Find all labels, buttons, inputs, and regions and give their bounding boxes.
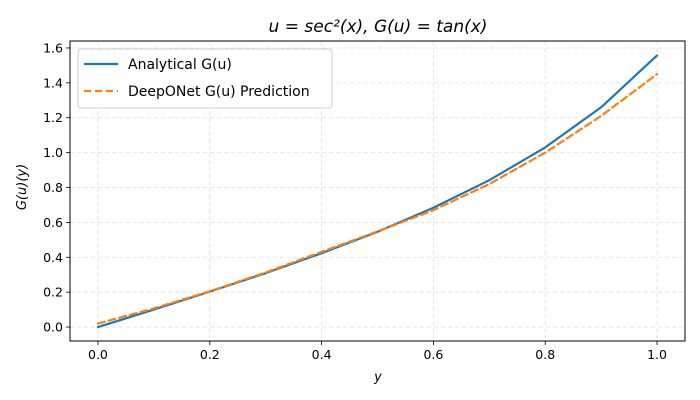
x-tick-label: 0.4 — [312, 347, 332, 362]
y-tick-label: 1.4 — [43, 75, 63, 90]
x-tick-label: 1.0 — [647, 347, 667, 362]
y-tick-label: 0.2 — [43, 285, 63, 300]
chart-title: u = sec²(x), G(u) = tan(x) — [269, 17, 488, 37]
series-line-2 — [96, 73, 659, 325]
y-tick-label: 0.8 — [43, 180, 63, 195]
x-axis-label: y — [373, 370, 382, 385]
legend-box — [77, 48, 333, 109]
x-axis: 0.0 0.2 0.4 0.6 0.8 1.0 — [88, 341, 667, 362]
x-tick-label: 0.8 — [535, 347, 555, 362]
grid-lines — [70, 41, 685, 341]
y-tick-label: 1.2 — [43, 110, 63, 125]
plot-frame — [69, 40, 686, 342]
y-tick-label: 0.4 — [43, 250, 63, 265]
legend-label-2: DeepONet G(u) Prediction — [128, 84, 310, 100]
series-line-1 — [96, 54, 659, 329]
y-tick-label: 0.0 — [43, 320, 63, 335]
series-lines — [96, 54, 659, 329]
legend-label-1: Analytical G(u) — [128, 57, 232, 73]
x-tick-label: 0.2 — [200, 347, 220, 362]
x-tick-label: 0.6 — [423, 347, 443, 362]
x-tick-label: 0.0 — [88, 347, 108, 362]
y-tick-label: 1.0 — [43, 145, 63, 160]
y-axis: 0.0 0.2 0.4 0.6 0.8 1.0 1.2 1.4 1.6 — [43, 40, 70, 335]
y-axis-label: G(u)(y) — [15, 164, 30, 210]
y-tick-label: 0.6 — [43, 215, 63, 230]
legend: Analytical G(u) DeepONet G(u) Prediction — [77, 48, 333, 109]
y-tick-label: 1.6 — [43, 40, 63, 55]
